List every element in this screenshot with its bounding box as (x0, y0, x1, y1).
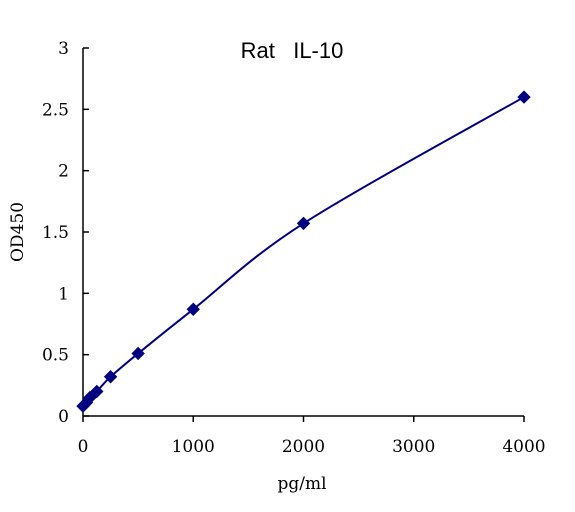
y-tick-label: 3 (58, 39, 69, 59)
data-point-marker (83, 390, 97, 405)
x-tick-label: 3000 (392, 437, 435, 457)
x-axis-label: pg/ml (277, 474, 326, 494)
data-point-marker (296, 216, 311, 231)
x-tick-label: 0 (78, 437, 89, 457)
y-axis-label: OD450 (8, 202, 28, 262)
y-tick-label: 2.5 (42, 100, 69, 120)
chart-title: Rat IL-10 (241, 38, 344, 63)
data-point-marker (131, 346, 145, 361)
data-point-marker (186, 302, 200, 316)
y-tick-label: 2 (58, 162, 69, 182)
data-point-marker (517, 90, 531, 104)
data-point-marker (90, 384, 104, 399)
y-tick-label: 1.5 (42, 223, 69, 243)
y-tick-label: 0 (58, 407, 69, 427)
x-tick-label: 2000 (282, 437, 325, 457)
y-tick-label: 1 (58, 284, 69, 304)
x-tick-label: 4000 (502, 437, 545, 457)
y-tick-label: 0.5 (42, 346, 69, 366)
data-point-marker (103, 370, 118, 384)
fit-curve (82, 96, 525, 407)
x-tick-label: 1000 (172, 437, 215, 457)
